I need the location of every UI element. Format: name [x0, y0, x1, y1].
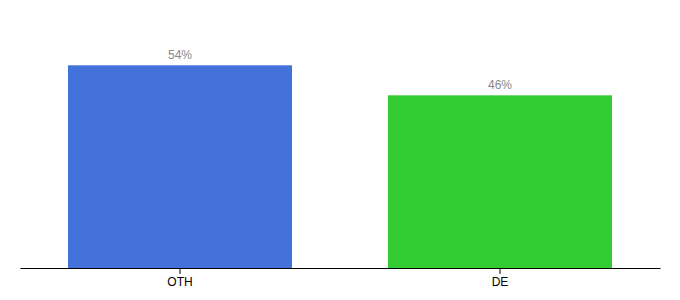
x-tick-mark — [500, 268, 501, 274]
plot: 54% 46% OTH DE — [21, 48, 661, 288]
x-tick: DE — [492, 268, 509, 289]
x-axis-line — [21, 268, 661, 269]
chart: 54% 46% OTH DE — [0, 0, 680, 300]
x-tick-mark — [180, 268, 181, 274]
bar — [388, 95, 612, 268]
x-tick-label: OTH — [167, 275, 192, 289]
x-tick: OTH — [167, 268, 192, 289]
data-label: 46% — [488, 78, 512, 92]
bars — [68, 65, 612, 268]
x-axis: OTH DE — [21, 268, 661, 289]
data-labels: 54% 46% — [168, 48, 512, 92]
bar — [68, 65, 292, 268]
x-tick-label: DE — [492, 275, 509, 289]
data-label: 54% — [168, 48, 192, 62]
